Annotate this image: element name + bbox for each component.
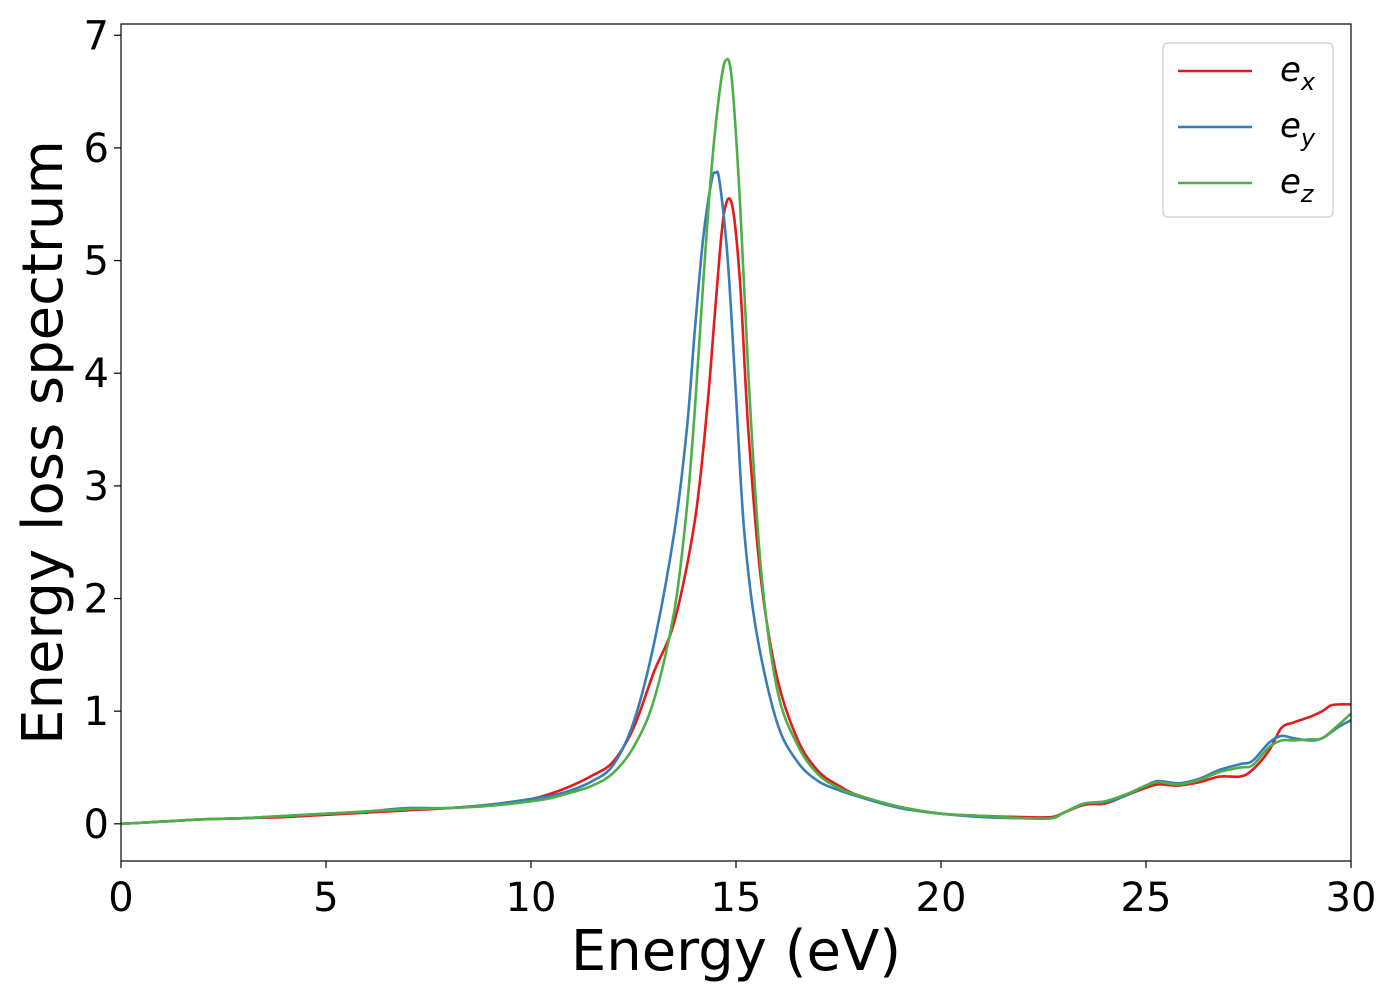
legend-box xyxy=(1162,42,1334,218)
y-tick-label: 4 xyxy=(84,351,109,397)
series-line-y xyxy=(120,170,1352,826)
y-tick-label: 2 xyxy=(84,577,109,623)
y-tick-label: 0 xyxy=(84,802,109,848)
x-axis-label: Energy (eV) xyxy=(571,919,901,984)
x-tick-label: 5 xyxy=(313,875,338,921)
legend-label-y: ey xyxy=(1280,106,1316,152)
series-line-z xyxy=(120,57,1352,826)
x-tick-label: 0 xyxy=(108,875,133,921)
y-tick-label: 5 xyxy=(84,239,109,285)
y-tick-label: 6 xyxy=(84,126,109,172)
legend-label-z: ez xyxy=(1280,162,1315,208)
y-axis-label: Energy loss spectrum xyxy=(11,140,76,745)
x-tick-label: 20 xyxy=(916,875,967,921)
x-tick-label: 15 xyxy=(711,875,762,921)
y-tick-label: 7 xyxy=(84,13,109,59)
legend-label-x: ex xyxy=(1280,50,1316,96)
series-layer xyxy=(120,57,1352,826)
y-tick-label: 1 xyxy=(84,689,109,735)
y-axis: 0 1 2 3 4 5 6 7 xyxy=(84,13,121,848)
x-axis: 0 5 10 15 20 25 30 xyxy=(108,861,1376,921)
x-tick-label: 25 xyxy=(1121,875,1172,921)
y-tick-label: 3 xyxy=(84,464,109,510)
legend: ex ey ez xyxy=(1162,42,1334,218)
x-tick-label: 30 xyxy=(1326,875,1377,921)
x-tick-label: 10 xyxy=(506,875,557,921)
